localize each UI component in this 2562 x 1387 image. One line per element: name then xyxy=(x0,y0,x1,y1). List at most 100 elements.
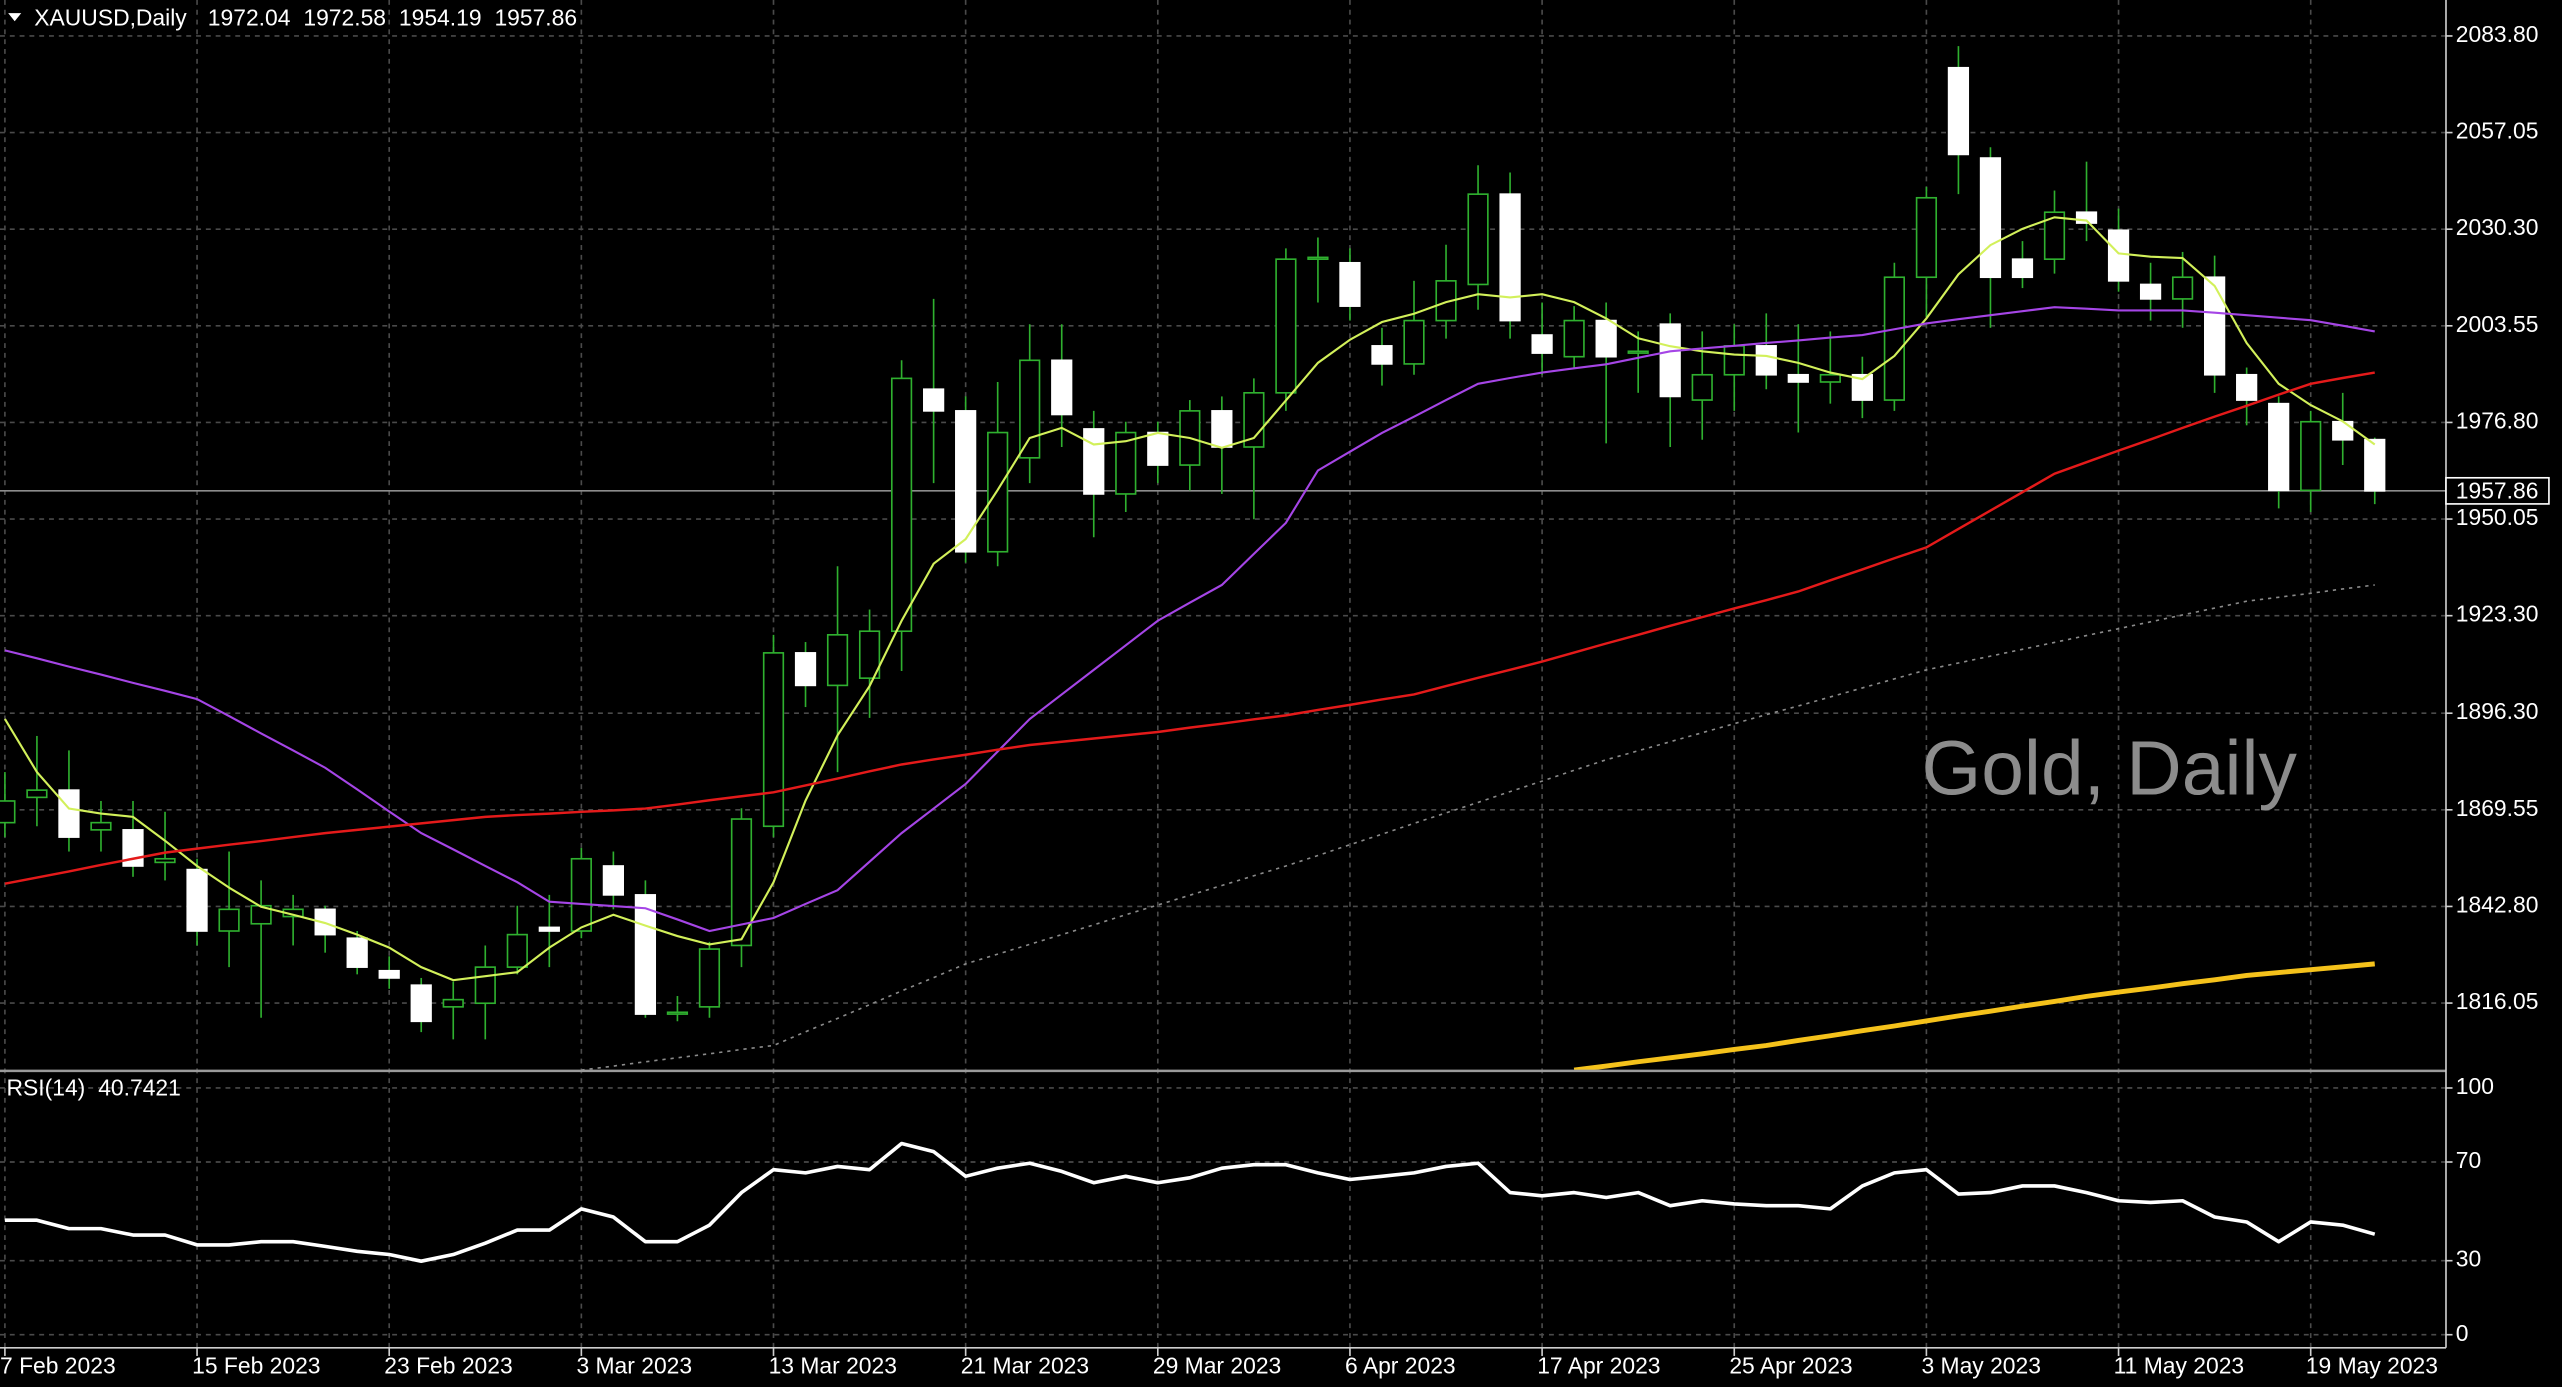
candle-body xyxy=(2236,373,2258,401)
candle-body xyxy=(1787,373,1809,383)
candle-body xyxy=(730,818,753,947)
y-tick-label: 1950.05 xyxy=(2456,504,2539,530)
candle-body xyxy=(1979,157,2002,279)
candle-body xyxy=(1467,193,1489,286)
candle-body xyxy=(794,652,817,687)
candle-body xyxy=(2139,283,2162,300)
y-tick-label: 1923.30 xyxy=(2456,601,2539,627)
candle-body xyxy=(1371,345,1393,365)
watermark: Gold, Daily xyxy=(1922,726,2298,812)
candle-body xyxy=(762,652,785,828)
candle-body xyxy=(2011,258,2034,279)
x-tick-label: 7 Feb 2023 xyxy=(0,1352,116,1378)
x-tick-label: 17 Apr 2023 xyxy=(1537,1352,1660,1378)
candle-body xyxy=(1883,276,1905,401)
candle-body xyxy=(58,789,80,838)
candle-body xyxy=(218,908,240,932)
candle-body xyxy=(1947,66,1970,156)
grid-layer xyxy=(0,0,2446,1348)
y-tick-label: 1896.30 xyxy=(2456,698,2539,724)
candle-body xyxy=(955,410,977,553)
x-tick-label: 19 May 2023 xyxy=(2306,1352,2438,1378)
candle-body xyxy=(1531,334,1553,354)
candle-body xyxy=(2204,276,2226,376)
high-value: 1972.58 xyxy=(303,5,386,31)
x-tick-label: 23 Feb 2023 xyxy=(384,1352,512,1378)
current-price-label: 1957.86 xyxy=(2456,478,2539,504)
candle-body xyxy=(634,894,657,1015)
x-tick-label: 3 Mar 2023 xyxy=(576,1352,692,1378)
y-tick-label: 2057.05 xyxy=(2456,118,2539,144)
candle-body xyxy=(378,969,400,979)
candle-body xyxy=(442,998,464,1008)
candle-body xyxy=(1147,431,1169,466)
candle-body xyxy=(506,933,528,968)
candle-body xyxy=(2171,276,2194,300)
y-tick-label: 1869.55 xyxy=(2456,795,2539,821)
candle-body xyxy=(2332,420,2354,441)
candle-body xyxy=(570,857,592,932)
candle-body xyxy=(346,937,368,968)
y-tick-label: 100 xyxy=(2456,1073,2494,1099)
candle-body xyxy=(1595,319,1617,358)
candle-body xyxy=(1627,350,1649,354)
candle-body xyxy=(1563,319,1585,358)
candle-body xyxy=(0,800,16,824)
symbol: XAUUSD,Daily xyxy=(34,5,187,31)
line-series xyxy=(3,216,2376,982)
candle-body xyxy=(2043,211,2066,260)
y-tick-label: 2030.30 xyxy=(2456,214,2539,240)
candle-body xyxy=(26,789,48,799)
y-tick-label: 70 xyxy=(2456,1147,2481,1173)
candle-body xyxy=(1051,359,1073,416)
line-series xyxy=(1573,961,2375,1071)
candle-body xyxy=(186,868,208,932)
candle-body xyxy=(1019,359,1041,459)
y-tick-label: 2003.55 xyxy=(2456,311,2539,337)
collapse-triangle[interactable] xyxy=(8,13,22,22)
candle-body xyxy=(698,948,721,1008)
chart-header: XAUUSD,Daily 1972.04 1972.58 1954.19 195… xyxy=(34,5,577,31)
candle-body xyxy=(602,865,624,896)
candle-body xyxy=(1307,256,1329,260)
x-tick-label: 13 Mar 2023 xyxy=(769,1352,897,1378)
x-tick-label: 11 May 2023 xyxy=(2114,1352,2244,1378)
candle-body xyxy=(154,857,176,864)
candle-body xyxy=(1499,193,1521,322)
rsi-value: 40.7421 xyxy=(98,1075,181,1101)
candle-body xyxy=(2300,420,2322,492)
candle-body xyxy=(1659,323,1681,398)
line-series xyxy=(581,584,2375,1071)
y-tick-label: 1842.80 xyxy=(2456,891,2539,917)
y-tick-label: 2083.80 xyxy=(2456,21,2539,47)
candle-body xyxy=(1691,373,1713,401)
candle-body xyxy=(826,634,849,687)
candle-body xyxy=(890,377,913,633)
rsi-panel xyxy=(4,1141,2376,1263)
line-series xyxy=(4,1141,2376,1263)
candle-body xyxy=(1723,345,1745,376)
x-tick-label: 29 Mar 2023 xyxy=(1153,1352,1281,1378)
low-value: 1954.19 xyxy=(399,5,482,31)
candle-body xyxy=(538,926,560,932)
candle-body xyxy=(987,431,1009,553)
candle-body xyxy=(1211,410,1233,448)
x-tick-label: 15 Feb 2023 xyxy=(192,1352,320,1378)
y-tick-label: 1816.05 xyxy=(2456,988,2539,1014)
candle-body xyxy=(1275,258,1297,394)
rsi-name: RSI(14) xyxy=(7,1075,86,1101)
current-price-box xyxy=(2445,476,2550,505)
candle-body xyxy=(1083,428,1105,495)
y-tick-label: 1976.80 xyxy=(2456,407,2539,433)
candle-body xyxy=(1403,319,1425,365)
candle-body xyxy=(90,821,112,831)
rsi-header: RSI(14) 40.7421 xyxy=(7,1075,181,1101)
candle-body xyxy=(1851,373,1873,401)
candle-body xyxy=(1819,373,1841,383)
candle-body xyxy=(666,1011,689,1015)
candle-body xyxy=(2364,438,2386,492)
close-value: 1957.86 xyxy=(494,5,577,31)
x-tick-label: 25 Apr 2023 xyxy=(1729,1352,1852,1378)
candle-body xyxy=(1755,345,1777,376)
